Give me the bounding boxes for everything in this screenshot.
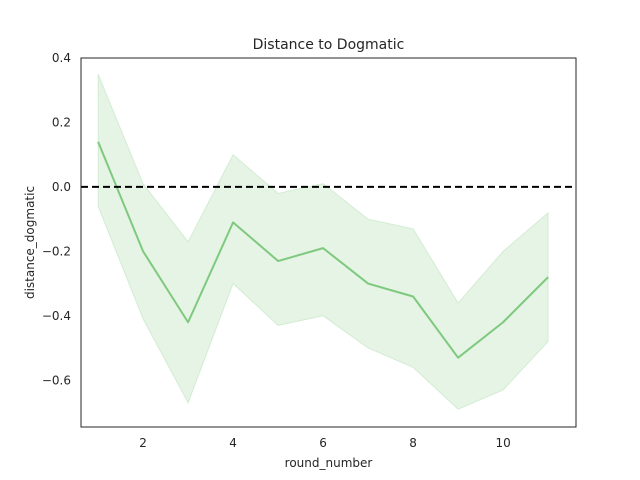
y-axis-ticks: −0.6 −0.4 −0.2 0.0 0.2 0.4 — [42, 51, 71, 387]
y-tick-label: 0.4 — [52, 51, 71, 65]
x-tick-label: 10 — [495, 436, 510, 450]
x-tick-label: 8 — [409, 436, 417, 450]
y-tick-label: −0.4 — [42, 309, 71, 323]
x-tick-label: 2 — [139, 436, 147, 450]
series-lines — [97, 141, 549, 359]
x-axis-label: round_number — [285, 456, 373, 470]
y-tick-label: 0.0 — [52, 180, 71, 194]
chart-title: Distance to Dogmatic — [253, 37, 405, 53]
x-axis-ticks: 2 4 6 8 10 — [139, 436, 510, 450]
y-tick-label: 0.2 — [52, 115, 71, 129]
y-tick-label: −0.2 — [42, 244, 71, 258]
series-0-line — [97, 141, 549, 359]
plot-area — [81, 58, 576, 427]
y-tick-label: −0.6 — [42, 373, 71, 387]
x-tick-label: 6 — [319, 436, 327, 450]
y-axis-label: distance_dogmatic — [23, 186, 37, 299]
plot-frame — [80, 57, 577, 428]
x-tick-label: 4 — [229, 436, 237, 450]
